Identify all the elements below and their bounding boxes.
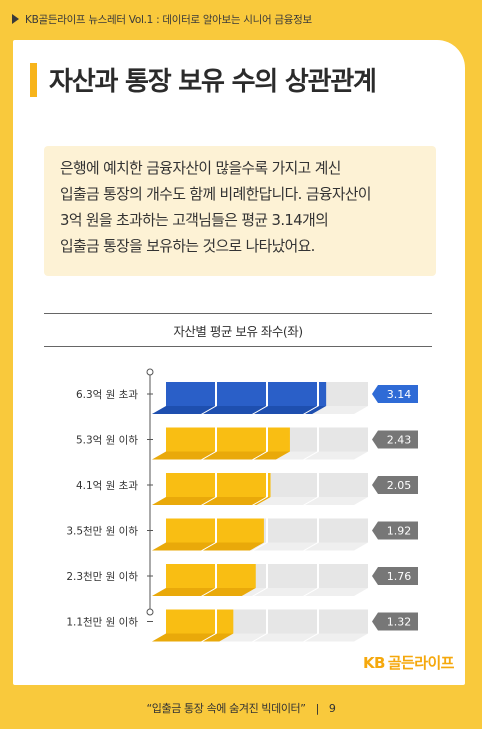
category-label: 6.3억 원 초과 — [76, 389, 138, 401]
bar-fill-segment — [217, 382, 266, 406]
category-label: 3.5천만 원 이하 — [66, 525, 138, 538]
bar-track-shadow — [305, 451, 368, 460]
note-line: 입출금 통장을 보유하는 것으로 나타났어요. — [60, 238, 315, 255]
value-label-tag — [372, 521, 418, 540]
axis-cap — [146, 608, 154, 616]
brand-kb: KB — [363, 654, 385, 672]
value-label: 1.32 — [387, 616, 412, 629]
value-label: 1.92 — [387, 525, 412, 538]
bar-fill-shadow — [203, 542, 264, 551]
value-label: 3.14 — [387, 388, 412, 401]
value-label-tag — [372, 567, 418, 585]
note-line: 3억 원을 초과하는 고객님들은 평균 3.14개의 — [60, 212, 329, 229]
bar-track-segment — [319, 382, 368, 406]
bar-track-segment — [319, 564, 368, 588]
bar-track-segment — [319, 609, 368, 634]
bar-fill-shadow — [203, 406, 266, 414]
bar-fill-segment — [217, 473, 266, 497]
category-label: 1.1천만 원 이하 — [66, 616, 138, 629]
bar-fill-shadow — [254, 451, 290, 460]
bar-fill-segment — [166, 609, 215, 634]
bar-fill-shadow — [152, 406, 215, 414]
bar-fill-shadow — [152, 588, 215, 596]
bar-fill-shadow — [152, 542, 215, 551]
note-line: 은행에 예치한 금융자산이 많을수록 가지고 계신 — [60, 160, 341, 177]
category-label: 5.3억 원 이하 — [76, 434, 138, 447]
category-label: 2.3천만 원 이하 — [66, 570, 138, 583]
bar-fill-shadow — [203, 633, 234, 642]
brand-logo: KB 골든라이프 — [363, 652, 454, 673]
page-number: 9 — [328, 702, 336, 715]
value-label: 2.43 — [387, 434, 412, 447]
category-label: 4.1억 원 초과 — [76, 480, 138, 492]
triangle-icon — [12, 14, 19, 24]
title-row: 자산과 통장 보유 수의 상관관계 — [30, 61, 377, 98]
footer: “입출금 통장 속에 숨겨진 빅데이터” | 9 — [0, 700, 482, 716]
bar-track-shadow — [254, 497, 317, 505]
footer-title: “입출금 통장 속에 숨겨진 빅데이터” — [146, 702, 306, 715]
bar-fill-shadow — [152, 633, 215, 642]
bar-fill-shadow — [152, 497, 215, 505]
bar-track-shadow — [254, 633, 317, 642]
axis-cap — [146, 368, 154, 376]
bar-fill-segment — [268, 427, 290, 452]
bar-track-segment — [319, 518, 368, 543]
value-label-tag — [372, 476, 418, 494]
bar-fill-segment — [166, 564, 215, 588]
bar-track-segment — [319, 473, 368, 497]
bar-track-shadow — [305, 588, 368, 596]
bar-track-segment — [319, 427, 368, 452]
bar-fill-segment — [166, 382, 215, 406]
bar-fill-shadow — [152, 451, 215, 460]
bar-fill-segment — [268, 473, 271, 497]
bar-fill-shadow — [305, 406, 327, 414]
newsletter-header: KB골든라이프 뉴스레터 Vol.1 : 데이터로 알아보는 시니어 금융정보 — [0, 0, 482, 38]
bar-fill-segment — [217, 609, 234, 634]
newsletter-header-text: KB골든라이프 뉴스레터 Vol.1 : 데이터로 알아보는 시니어 금융정보 — [25, 13, 312, 26]
bar-track-shadow — [305, 542, 368, 551]
chart-title: 자산별 평균 보유 좌수(좌) — [173, 323, 303, 339]
bar-fill-shadow — [254, 406, 317, 414]
summary-note: 은행에 예치한 금융자산이 많을수록 가지고 계신 입출금 통장의 개수도 함께… — [44, 146, 436, 276]
bar-fill-segment — [166, 518, 215, 543]
bar-fill-shadow — [203, 588, 256, 596]
bar-track-shadow — [254, 542, 317, 551]
page-title: 자산과 통장 보유 수의 상관관계 — [49, 67, 377, 97]
bar-fill-segment — [166, 473, 215, 497]
value-label-tag — [372, 612, 418, 631]
bar-track-segment — [268, 609, 317, 634]
value-label: 2.05 — [387, 479, 412, 492]
value-label: 1.76 — [387, 570, 412, 583]
chart-title-box: 자산별 평균 보유 좌수(좌) — [44, 313, 432, 347]
bar-fill-segment — [319, 382, 327, 406]
bar-fill-shadow — [203, 497, 266, 505]
note-line: 입출금 통장의 개수도 함께 비례한답니다. 금융자산이 — [60, 186, 372, 203]
bar-track-segment — [268, 564, 317, 588]
bar-track-shadow — [254, 588, 317, 596]
bar-fill-segment — [217, 564, 256, 588]
bar-fill-segment — [166, 427, 215, 452]
bar-track-shadow — [305, 633, 368, 642]
value-label-tag — [372, 430, 418, 449]
title-accent-bar — [30, 62, 37, 97]
brand-name: 골든라이프 — [387, 654, 455, 672]
bar-fill-shadow — [203, 451, 266, 460]
bar-fill-segment — [217, 427, 266, 452]
bar-fill-segment — [268, 382, 317, 406]
bar-track-segment — [268, 473, 317, 497]
value-label-tag — [372, 385, 418, 403]
footer-separator: | — [315, 702, 320, 715]
bar-track-segment — [268, 518, 317, 543]
bar-fill-shadow — [254, 497, 271, 505]
bar-track-shadow — [305, 497, 368, 505]
bar-fill-segment — [217, 518, 264, 543]
